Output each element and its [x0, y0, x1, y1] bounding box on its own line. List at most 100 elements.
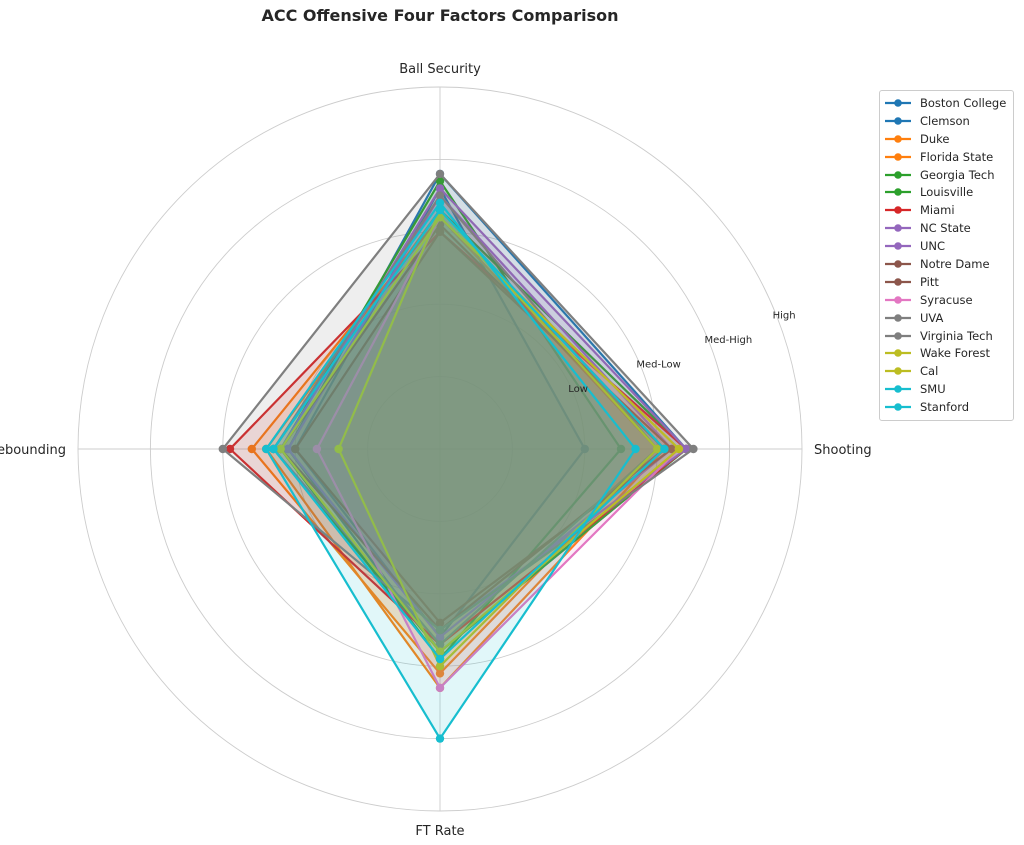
legend-swatch: [885, 403, 911, 411]
legend-swatch: [885, 367, 911, 376]
legend-label: Stanford: [920, 400, 970, 415]
legend-item: Louisville: [884, 183, 1009, 201]
series-area: [295, 188, 585, 638]
axis-label: FT Rate: [415, 824, 464, 839]
series-area: [222, 173, 694, 630]
legend-swatch: [885, 152, 911, 161]
legend-label: Miami: [920, 203, 955, 218]
legend-item: Miami: [884, 201, 1009, 219]
data-point: [435, 618, 445, 627]
legend-swatch: [885, 331, 911, 340]
data-point: [580, 444, 589, 454]
data-point: [435, 205, 445, 215]
legend-swatch: [885, 99, 911, 107]
data-point: [435, 669, 445, 678]
legend-item: Georgia Tech: [884, 166, 1009, 184]
legend-item: Duke: [884, 130, 1009, 148]
legend-swatch: [885, 188, 911, 197]
data-point: [616, 444, 626, 454]
legend-label: UVA: [920, 310, 944, 325]
series-area: [280, 181, 621, 659]
legend-swatch: [885, 349, 911, 358]
data-point: [435, 734, 445, 743]
legend-item: NC State: [884, 219, 1009, 237]
legend-label: Virginia Tech: [920, 328, 993, 343]
data-point: [435, 176, 445, 186]
legend-swatch: [885, 134, 911, 143]
data-point: [312, 444, 322, 454]
legend-label: Syracuse: [920, 292, 973, 307]
ring-label: Low: [568, 384, 588, 395]
data-point: [435, 184, 445, 193]
data-point: [334, 444, 343, 454]
data-point: [435, 662, 445, 671]
data-point: [225, 444, 235, 454]
legend-swatch: [885, 260, 911, 268]
radar-labels: Low Med-Low Med-High High Ball Security Shoot…: [0, 62, 872, 839]
series-area: [273, 210, 665, 659]
legend-label: Notre Dame: [920, 256, 990, 271]
legend-swatch: [885, 278, 911, 286]
legend-swatch: [885, 170, 911, 179]
ring-label: Med-Low: [636, 359, 680, 370]
legend-item: Wake Forest: [884, 344, 1009, 362]
series-area: [273, 195, 658, 645]
legend-label: Louisville: [920, 185, 974, 200]
data-point: [689, 444, 698, 454]
data-point: [262, 444, 271, 454]
data-point: [247, 444, 256, 454]
data-point: [435, 633, 445, 642]
ring-label: High: [773, 310, 796, 321]
legend-swatch: [885, 313, 911, 322]
legend-swatch: [885, 295, 911, 304]
data-point: [631, 444, 640, 454]
data-point: [682, 444, 691, 454]
legend-label: Pitt: [920, 274, 939, 289]
radar-series: [218, 169, 698, 743]
data-point: [435, 647, 445, 656]
data-point: [660, 444, 669, 454]
data-point: [435, 625, 445, 635]
legend-label: Boston College: [920, 95, 1007, 110]
data-point: [435, 227, 445, 236]
data-point: [435, 654, 445, 664]
series-area: [338, 210, 658, 667]
axis-label: Shooting: [814, 443, 872, 458]
series-area: [280, 217, 679, 652]
data-point: [435, 640, 445, 649]
legend-item: Florida State: [884, 148, 1009, 166]
legend-swatch: [885, 224, 911, 232]
legend-swatch: [885, 242, 911, 250]
legend-swatch: [885, 117, 911, 125]
data-point: [435, 169, 445, 179]
legend-item: Syracuse: [884, 291, 1009, 309]
series-uva: [218, 169, 698, 635]
legend-item: Cal: [884, 362, 1009, 380]
series-area: [273, 210, 687, 652]
data-point: [435, 683, 445, 693]
legend-item: SMU: [884, 380, 1009, 398]
series-area: [230, 231, 687, 645]
data-point: [283, 444, 293, 454]
legend-label: Florida State: [920, 149, 994, 164]
legend-item: Virginia Tech: [884, 327, 1009, 345]
series-stanford: [269, 205, 669, 664]
legend-swatch: [885, 206, 911, 215]
axis-label: Off Rebounding: [0, 443, 66, 458]
data-point: [674, 444, 684, 454]
data-point: [435, 191, 445, 200]
data-point: [435, 213, 445, 222]
legend-item: Clemson: [884, 112, 1009, 130]
series-area: [316, 217, 679, 688]
series-smu: [262, 198, 640, 743]
ring-label: Med-High: [705, 335, 753, 346]
data-point: [291, 444, 300, 454]
data-point: [276, 444, 285, 454]
legend-label: NC State: [920, 221, 971, 236]
legend-label: Duke: [920, 131, 950, 146]
legend-item: Boston College: [884, 94, 1009, 112]
legend-label: UNC: [920, 239, 946, 254]
axis-label: Ball Security: [399, 62, 481, 77]
legend-item: UNC: [884, 237, 1009, 255]
